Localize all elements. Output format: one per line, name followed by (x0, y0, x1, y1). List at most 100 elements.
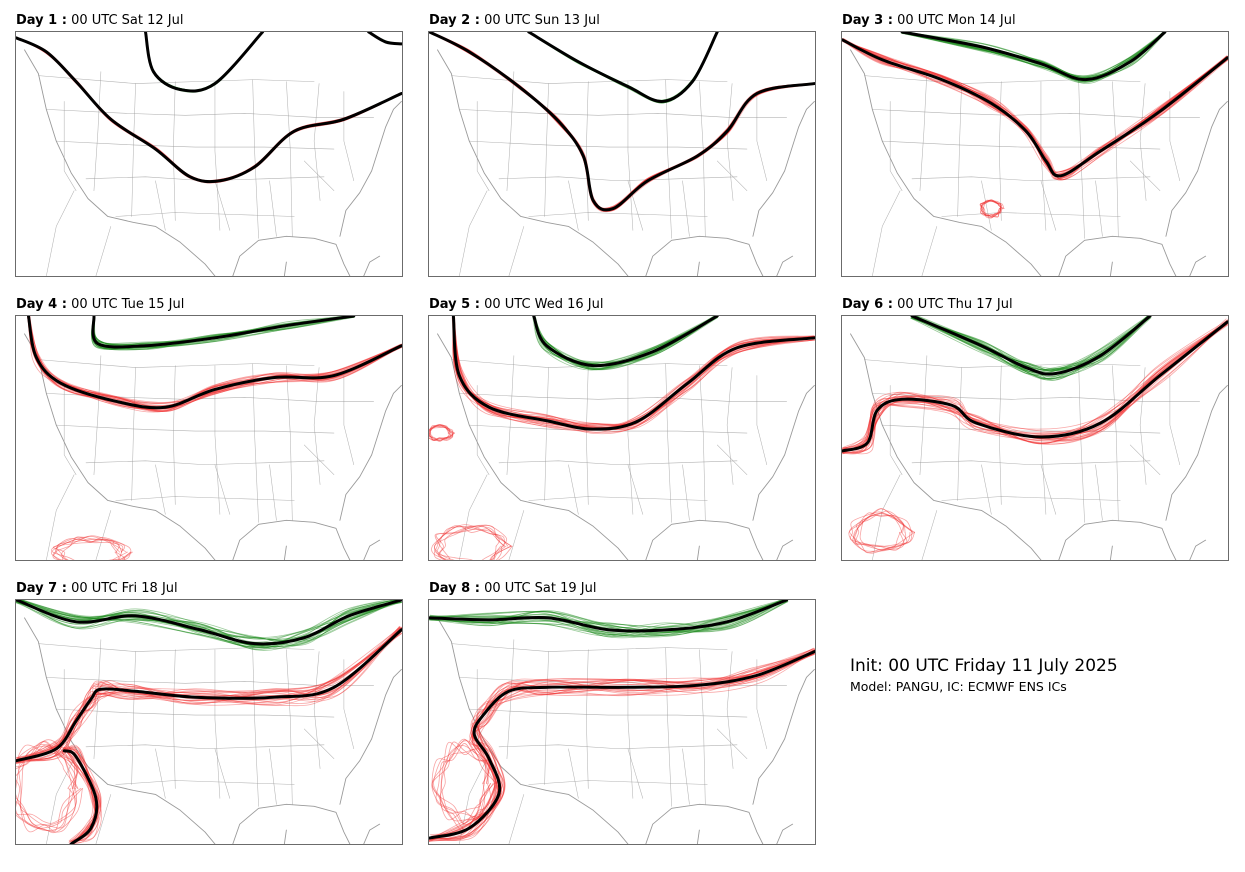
green-member-contour (429, 600, 783, 635)
green-member-contour (429, 600, 787, 632)
red-member-contour (452, 316, 815, 433)
state-border (544, 651, 549, 785)
state-border (38, 359, 315, 368)
panel-day-3: Day 3 : 00 UTC Mon 14 Jul (841, 13, 1229, 277)
state-border (214, 748, 231, 799)
red-member-loop (849, 508, 913, 554)
red-member-contour (429, 653, 815, 841)
state-border (919, 71, 928, 191)
map-canvas (429, 316, 815, 560)
red-member-contour (842, 318, 1227, 450)
green-member-contour (16, 601, 402, 638)
red-member-loop (440, 741, 497, 830)
red-member-contour (429, 32, 815, 210)
red-member-loop (52, 535, 131, 560)
red-member-contour (842, 321, 1228, 452)
state-border (498, 460, 738, 466)
red-member-contour (16, 37, 402, 182)
red-member-contour (28, 317, 402, 404)
state-border (1040, 180, 1057, 231)
red-member-loop (429, 426, 451, 441)
coastline (752, 100, 815, 237)
ensemble-map (428, 315, 816, 561)
red-member-loop (61, 536, 128, 560)
red-member-contour (452, 316, 814, 433)
panel-title: Day 5 : 00 UTC Wed 16 Jul (429, 297, 604, 312)
state-border (999, 365, 1002, 505)
coastline (24, 617, 216, 844)
red-member-contour (64, 747, 96, 844)
panel-day-7: Day 7 : 00 UTC Fri 18 Jul (15, 581, 403, 845)
red-member-loop (429, 424, 453, 441)
state-border (93, 71, 102, 191)
state-border (476, 101, 490, 191)
red-member-contour (452, 316, 815, 427)
red-member-loop (429, 426, 455, 441)
state-border (214, 81, 221, 231)
red-member-loop (16, 744, 83, 834)
state-border (981, 464, 992, 515)
mean-contour (532, 316, 719, 368)
green-member-contour (912, 316, 1151, 369)
map-canvas (16, 32, 402, 276)
state-border (1139, 83, 1147, 201)
red-member-contour (429, 648, 815, 840)
state-border (63, 385, 77, 475)
green-member-contour (430, 600, 785, 633)
state-border (46, 109, 374, 118)
red-member-loop (431, 745, 494, 825)
green-member-contour (913, 316, 1152, 371)
green-member-contour (901, 32, 1165, 80)
state-border (941, 496, 1121, 501)
coastline (437, 333, 629, 560)
state-border (911, 176, 1151, 182)
coastline (850, 49, 1042, 276)
green-member-contour (92, 316, 355, 347)
state-border (38, 643, 315, 652)
state-border (173, 365, 176, 505)
state-border (756, 91, 768, 182)
state-border (252, 363, 259, 523)
red-member-contour (63, 747, 102, 842)
state-border (528, 496, 708, 501)
state-border (286, 649, 293, 805)
red-member-loop (441, 741, 496, 832)
red-member-loop (429, 424, 455, 441)
mean-contour (26, 316, 402, 410)
green-member-contour (429, 600, 787, 632)
red-member-contour (16, 36, 402, 183)
coastline (752, 668, 815, 805)
mean-contour (429, 650, 815, 840)
green-member-contour (429, 601, 787, 633)
red-member-loop (980, 200, 1003, 218)
state-border (1129, 444, 1161, 475)
state-border (313, 83, 321, 201)
red-member-loop (439, 738, 495, 821)
state-border (1129, 160, 1161, 191)
green-member-contour (902, 32, 1165, 78)
red-member-loop (849, 511, 915, 551)
green-member-contour (528, 32, 718, 101)
state-border (1139, 367, 1147, 485)
state-border (528, 212, 708, 217)
coastline (24, 49, 216, 276)
state-border (586, 365, 589, 505)
model-label: Model: PANGU, IC: ECMWF ENS ICs (850, 679, 1067, 694)
state-border (699, 81, 706, 237)
green-member-contour (916, 316, 1151, 380)
state-border (1169, 91, 1181, 182)
coastline (1165, 100, 1228, 237)
state-border (682, 180, 690, 237)
state-border (498, 744, 738, 750)
red-member-loop (980, 200, 1005, 217)
coastline (645, 519, 764, 560)
green-member-contour (19, 600, 401, 648)
state-border (173, 81, 176, 221)
red-member-contour (842, 319, 1228, 454)
red-member-contour (429, 32, 815, 210)
red-member-contour (429, 650, 815, 840)
state-border (173, 649, 176, 789)
red-member-contour (429, 32, 815, 212)
state-border (115, 212, 295, 217)
red-member-loop (431, 525, 512, 560)
